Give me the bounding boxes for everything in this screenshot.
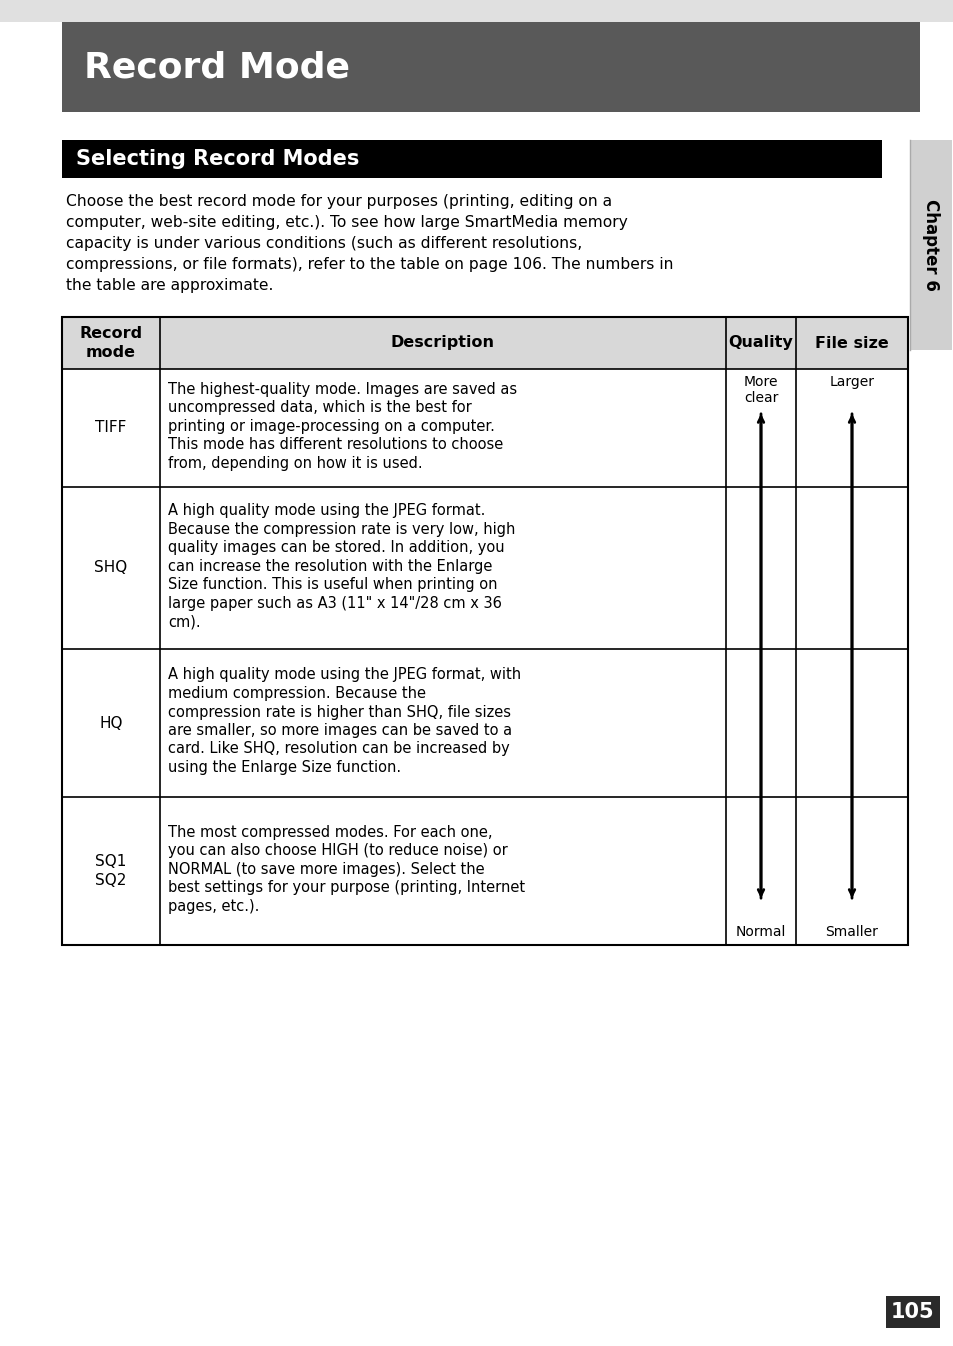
Text: quality images can be stored. In addition, you: quality images can be stored. In additio… [168,540,504,556]
Text: Larger: Larger [828,376,874,389]
Text: NORMAL (to save more images). Select the: NORMAL (to save more images). Select the [168,861,484,876]
Text: HQ: HQ [99,716,123,731]
Text: Because the compression rate is very low, high: Because the compression rate is very low… [168,522,515,537]
Text: card. Like SHQ, resolution can be increased by: card. Like SHQ, resolution can be increa… [168,742,509,756]
Bar [62,318,907,369]
Bar [62,22,919,112]
Text: printing or image-processing on a computer.: printing or image-processing on a comput… [168,419,495,433]
Text: Normal: Normal [735,925,785,940]
Text: File size: File size [814,335,888,350]
Text: uncompressed data, which is the best for: uncompressed data, which is the best for [168,400,471,416]
Text: pages, etc.).: pages, etc.). [168,899,259,914]
Text: The highest-quality mode. Images are saved as: The highest-quality mode. Images are sav… [168,382,517,397]
Text: 105: 105 [890,1302,934,1322]
Text: using the Enlarge Size function.: using the Enlarge Size function. [168,760,400,775]
Text: you can also choose HIGH (to reduce noise) or: you can also choose HIGH (to reduce nois… [168,843,507,859]
Text: Quality: Quality [728,335,793,350]
Text: computer, web-site editing, etc.). To see how large SmartMedia memory: computer, web-site editing, etc.). To se… [66,215,627,230]
Text: Selecting Record Modes: Selecting Record Modes [76,149,359,170]
Text: TIFF: TIFF [95,420,127,436]
Text: Smaller: Smaller [824,925,878,940]
Text: large paper such as A3 (11" x 14"/28 cm x 36: large paper such as A3 (11" x 14"/28 cm … [168,596,501,611]
Text: More
clear: More clear [743,376,778,405]
Bar [62,140,882,178]
Text: compression rate is higher than SHQ, file sizes: compression rate is higher than SHQ, fil… [168,704,511,720]
Text: best settings for your purpose (printing, Internet: best settings for your purpose (printing… [168,880,524,895]
Bar [62,318,907,945]
Text: can increase the resolution with the Enlarge: can increase the resolution with the Enl… [168,559,492,573]
Text: capacity is under various conditions (such as different resolutions,: capacity is under various conditions (su… [66,236,581,250]
Text: Size function. This is useful when printing on: Size function. This is useful when print… [168,577,497,592]
Text: the table are approximate.: the table are approximate. [66,279,274,293]
Text: Choose the best record mode for your purposes (printing, editing on a: Choose the best record mode for your pur… [66,194,612,209]
Text: SHQ: SHQ [94,560,128,576]
Text: medium compression. Because the: medium compression. Because the [168,686,426,701]
Text: SQ1
SQ2: SQ1 SQ2 [95,853,127,888]
Text: Description: Description [391,335,495,350]
Text: This mode has different resolutions to choose: This mode has different resolutions to c… [168,437,503,452]
Bar [885,1296,939,1329]
Bar [0,0,953,22]
Text: compressions, or file formats), refer to the table on page 106. The numbers in: compressions, or file formats), refer to… [66,257,673,272]
Text: cm).: cm). [168,614,200,629]
Text: Record
mode: Record mode [79,326,142,359]
Bar [909,140,951,350]
Text: Record Mode: Record Mode [84,50,350,83]
Text: Chapter 6: Chapter 6 [921,199,939,291]
Text: The most compressed modes. For each one,: The most compressed modes. For each one, [168,825,492,840]
Text: are smaller, so more images can be saved to a: are smaller, so more images can be saved… [168,723,512,738]
Text: from, depending on how it is used.: from, depending on how it is used. [168,456,422,471]
Text: A high quality mode using the JPEG format.: A high quality mode using the JPEG forma… [168,503,485,518]
Text: A high quality mode using the JPEG format, with: A high quality mode using the JPEG forma… [168,668,520,682]
